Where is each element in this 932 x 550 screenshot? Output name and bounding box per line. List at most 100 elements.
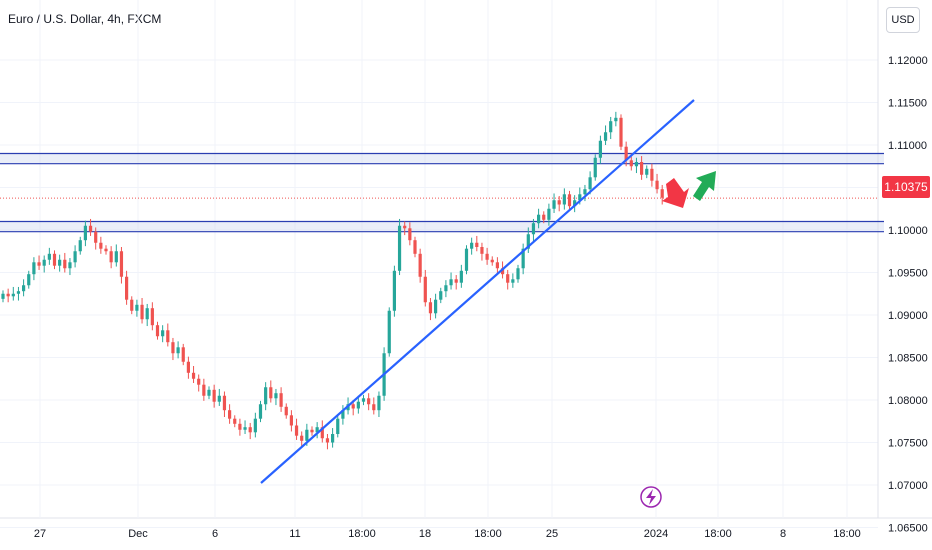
candle: [485, 247, 489, 265]
candle: [155, 321, 160, 340]
candle: [516, 264, 520, 283]
candle: [418, 248, 422, 283]
candle: [264, 382, 268, 411]
candle: [392, 265, 396, 317]
candle: [253, 412, 257, 438]
price-tick-label: 1.11500: [888, 98, 927, 110]
candle: [186, 356, 190, 379]
chart-title: Euro / U.S. Dollar, 4h, FXCM: [8, 12, 162, 26]
time-tick-label: 18:00: [833, 528, 861, 540]
time-axis[interactable]: 27 Dec 6 11 18:00 18 18:00 25 2024 18:00 8 18:00: [34, 528, 861, 540]
candle: [511, 273, 515, 288]
candle: [222, 391, 227, 417]
time-tick-label: 18:00: [474, 528, 502, 540]
candle: [135, 299, 139, 317]
candle: [248, 422, 252, 440]
candle: [243, 420, 247, 434]
candle: [573, 195, 577, 213]
price-tick-label: 1.10000: [888, 225, 928, 237]
candle: [423, 269, 427, 307]
candle: [603, 125, 608, 145]
time-tick-label: 27: [34, 528, 46, 540]
candle: [197, 374, 201, 392]
candle: [88, 218, 93, 236]
candle: [310, 426, 314, 436]
candle: [619, 114, 623, 151]
price-tick-label: 1.11000: [888, 140, 927, 152]
candle: [269, 380, 273, 403]
candle: [119, 247, 124, 284]
time-tick-label: Dec: [128, 528, 148, 540]
candle: [490, 256, 494, 266]
candle: [315, 422, 319, 439]
candle: [27, 270, 31, 289]
candle: [598, 135, 602, 164]
candle: [377, 391, 381, 417]
candle: [63, 252, 67, 273]
time-tick-label: 18: [419, 528, 431, 540]
candle: [68, 258, 72, 276]
lightning-icon[interactable]: [640, 486, 662, 508]
candle: [22, 279, 26, 297]
candle: [171, 337, 175, 361]
candle: [521, 243, 525, 275]
candle: [640, 156, 644, 180]
candle: [6, 288, 10, 303]
candle: [547, 203, 551, 226]
candle: [506, 269, 510, 290]
candle: [542, 211, 546, 224]
candle: [176, 341, 180, 359]
candle: [413, 236, 417, 258]
candle: [233, 415, 237, 428]
currency-button[interactable]: USD: [886, 7, 920, 33]
candle: [1, 290, 5, 303]
candle: [634, 157, 639, 174]
candle: [114, 244, 118, 267]
candle: [583, 184, 587, 202]
candle: [238, 418, 242, 436]
candle: [279, 387, 283, 412]
candle: [557, 196, 561, 212]
candle: [397, 218, 402, 276]
candle: [284, 403, 288, 419]
candle: [47, 247, 51, 265]
candle: [11, 286, 15, 301]
candle: [161, 325, 165, 343]
last-price-badge: 1.10375: [882, 176, 930, 198]
candle: [562, 188, 566, 210]
candle: [274, 388, 278, 406]
time-tick-label: 6: [212, 528, 218, 540]
candle: [439, 287, 443, 304]
candle: [94, 227, 98, 250]
candle: [434, 293, 438, 319]
time-tick-label: 11: [289, 528, 300, 540]
candle: [361, 394, 366, 406]
candle: [645, 165, 649, 179]
candle: [320, 420, 324, 443]
time-tick-label: 25: [546, 528, 558, 540]
candle: [83, 220, 87, 247]
candle: [78, 236, 82, 255]
time-tick-label: 18:00: [348, 528, 376, 540]
price-tick-label: 1.09000: [888, 310, 928, 322]
candle: [130, 296, 134, 315]
candle: [459, 264, 463, 288]
candle: [104, 245, 108, 255]
candle: [258, 400, 263, 423]
candle: [228, 404, 232, 424]
price-tick-label: 1.06500: [888, 523, 928, 535]
candle: [125, 270, 129, 305]
candle: [495, 257, 499, 275]
price-axis[interactable]: 1.120001.115001.110001.105001.100001.095…: [888, 55, 928, 535]
candle: [624, 141, 628, 167]
candle: [356, 395, 360, 414]
candle: [655, 173, 659, 194]
candle: [609, 116, 613, 140]
time-tick-label: 8: [780, 528, 786, 540]
candle: [614, 111, 618, 127]
candle: [428, 298, 433, 321]
candle: [444, 280, 448, 298]
zone-band: [0, 221, 884, 232]
candle: [331, 428, 335, 448]
